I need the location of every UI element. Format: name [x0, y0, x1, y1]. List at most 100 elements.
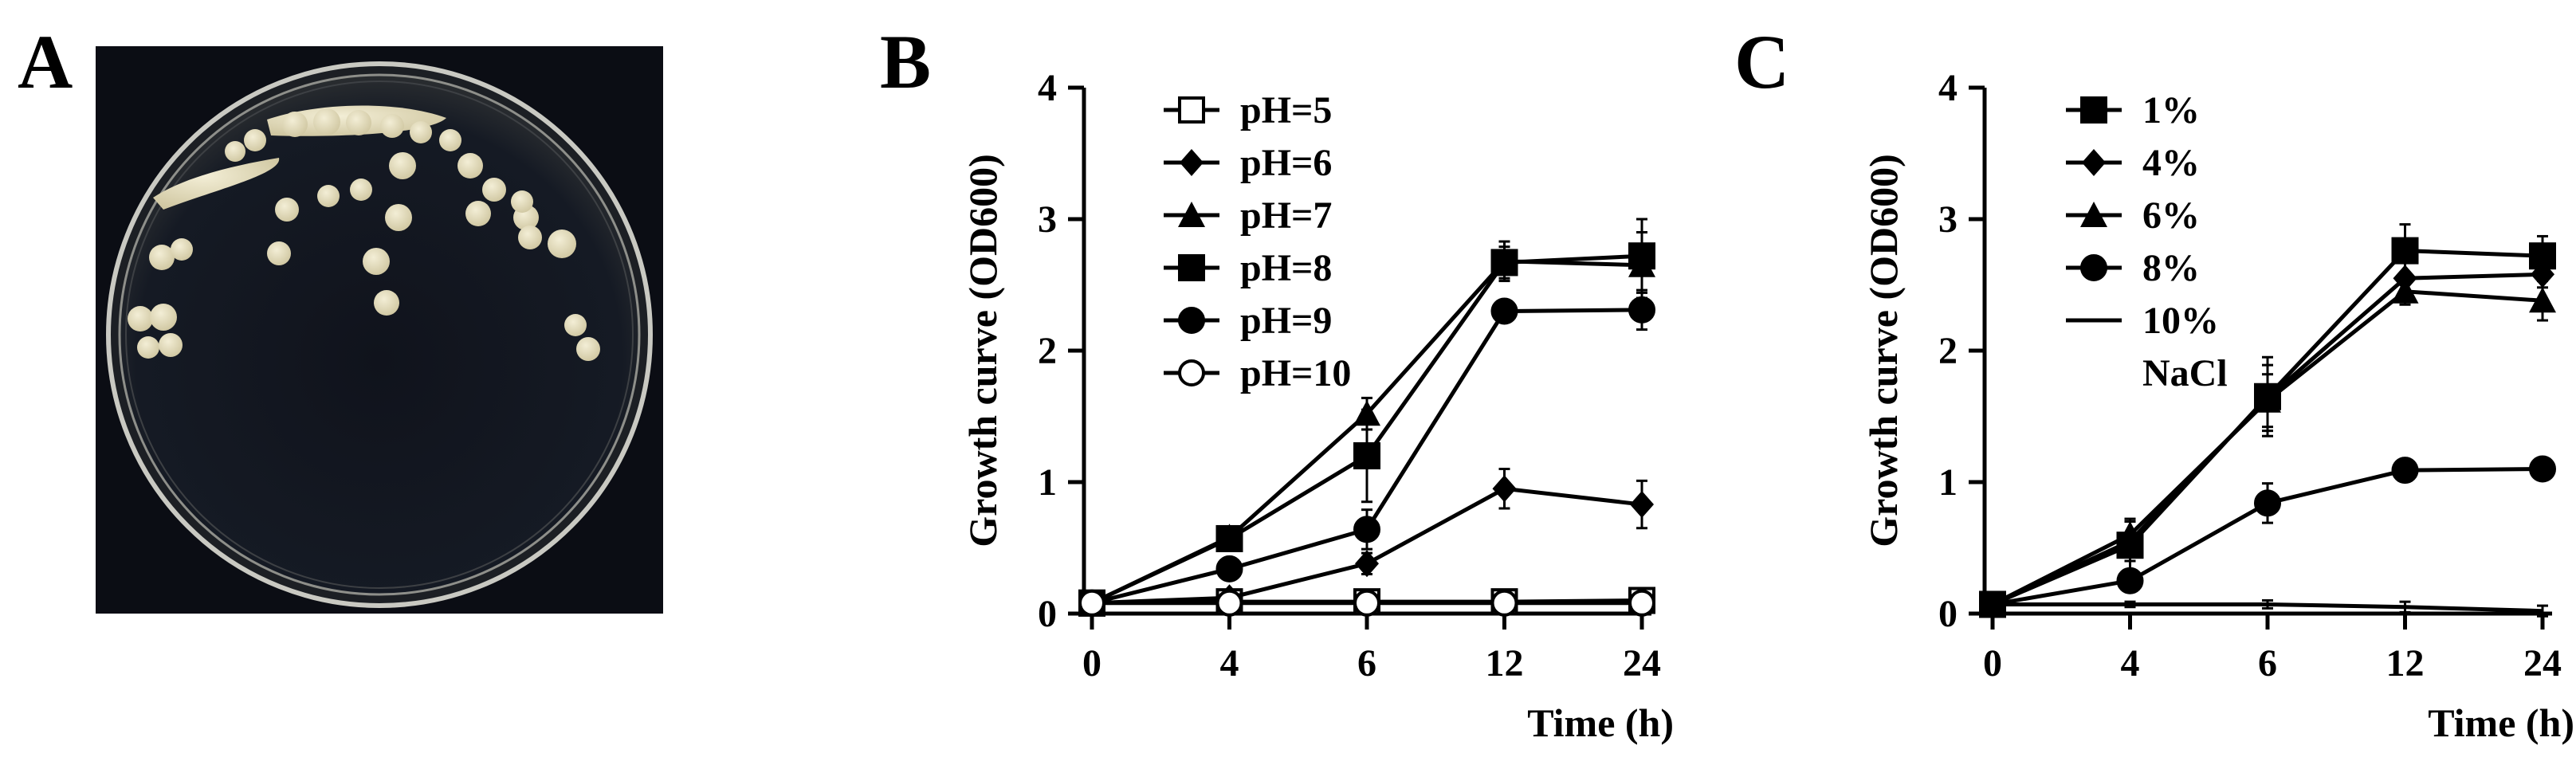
chart-series: [1979, 223, 2556, 618]
colony: [363, 248, 390, 275]
colony: [385, 204, 412, 231]
legend-label: 6%: [2142, 194, 2200, 237]
legend-note: NaCl: [2142, 352, 2228, 394]
colony: [137, 336, 159, 359]
series-line: [1991, 289, 2543, 606]
colony: [267, 241, 291, 265]
colony: [465, 201, 491, 226]
data-point: [1628, 589, 1655, 617]
colony: [548, 229, 576, 258]
colony: [150, 304, 177, 331]
colony: [380, 114, 404, 138]
legend-marker: [2082, 149, 2106, 176]
agar-surface: [118, 73, 641, 596]
colony: [374, 290, 399, 316]
colony: [128, 306, 153, 331]
legend-label: pH=6: [1240, 142, 1332, 184]
panel-label-a: A: [18, 19, 73, 104]
legend-marker: [1178, 307, 1205, 334]
x-tick-label: 4: [2121, 642, 2140, 685]
legend-label: 10%: [2142, 300, 2219, 342]
chart-legend: 1% 4% 6% 8% 10% NaCl: [2066, 89, 2228, 394]
x-tick-label: 12: [1486, 642, 1524, 685]
data-point: [2391, 237, 2419, 265]
data-point: [1628, 296, 1655, 324]
data-point: [1353, 442, 1380, 469]
legend-marker: [1180, 149, 1204, 176]
legend-marker: [1178, 96, 1205, 124]
petri-dish-photo: [96, 46, 663, 614]
x-tick-label: 6: [2258, 642, 2277, 685]
y-tick-label: 0: [1938, 593, 1958, 635]
colony: [511, 190, 533, 213]
legend-label: 1%: [2142, 89, 2200, 131]
legend-label: pH=7: [1240, 194, 1332, 237]
colony: [313, 108, 340, 135]
colony: [576, 337, 600, 361]
data-point: [2116, 521, 2144, 547]
legend-marker: [1178, 254, 1205, 281]
legend-marker: [1178, 359, 1205, 386]
data-point: [1353, 589, 1380, 617]
x-tick-label: 4: [1220, 642, 1239, 685]
colony: [410, 121, 432, 143]
data-point: [2116, 567, 2144, 594]
chart-legend: pH=5 pH=6 pH=7 pH=8 pH=9 pH=10: [1164, 89, 1351, 394]
y-tick-label: 2: [1038, 330, 1057, 372]
y-tick-label: 1: [1938, 461, 1958, 504]
data-point: [1215, 555, 1243, 583]
x-tick-label: 12: [2386, 642, 2425, 685]
data-point: [1628, 242, 1655, 270]
y-axis-label: Growth curve (OD600): [1861, 154, 1906, 547]
data-point: [1630, 491, 1654, 519]
y-tick-label: 4: [1038, 67, 1057, 109]
legend-label: 4%: [2142, 142, 2200, 184]
data-point: [1215, 524, 1243, 552]
x-axis-label: Time (h): [2428, 700, 2574, 745]
colony: [159, 333, 183, 357]
colony: [518, 226, 542, 249]
legend-label: pH=5: [1240, 89, 1332, 131]
colony: [317, 185, 340, 207]
data-point: [2391, 277, 2419, 304]
x-tick-label: 6: [1357, 642, 1376, 685]
colony: [225, 141, 245, 162]
y-tick-label: 2: [1938, 330, 1958, 372]
x-tick-label: 24: [2523, 642, 2562, 685]
x-tick-label: 0: [1983, 642, 2002, 685]
legend-marker: [2080, 254, 2107, 281]
data-point: [1078, 589, 1105, 617]
x-tick-label: 24: [1623, 642, 1661, 685]
y-tick-label: 0: [1038, 593, 1057, 635]
colonies: [128, 105, 600, 361]
data-point: [1353, 516, 1380, 543]
legend-marker: [2080, 96, 2107, 124]
legend-label: pH=9: [1240, 300, 1332, 342]
data-point: [1355, 550, 1379, 578]
x-axis-label: Time (h): [1527, 700, 1674, 745]
colony: [350, 178, 372, 201]
colony: [275, 198, 299, 222]
data-point: [1490, 589, 1518, 617]
colony: [439, 129, 461, 151]
legend-marker: [1178, 202, 1205, 227]
colony: [244, 129, 266, 151]
data-point: [2531, 261, 2554, 288]
y-tick-label: 4: [1938, 67, 1958, 109]
legend-label: pH=10: [1240, 352, 1351, 394]
legend-marker: [2080, 202, 2107, 227]
data-point: [1492, 475, 1517, 503]
panel-label-b: B: [880, 19, 932, 104]
colony-streak-left: [153, 158, 280, 210]
colony: [389, 152, 416, 179]
data-point: [2391, 457, 2419, 484]
legend-label: pH=8: [1240, 247, 1332, 289]
chart-series: [1078, 218, 1655, 617]
data-point: [2254, 386, 2281, 413]
data-point: [2529, 455, 2556, 483]
colony: [149, 245, 175, 270]
